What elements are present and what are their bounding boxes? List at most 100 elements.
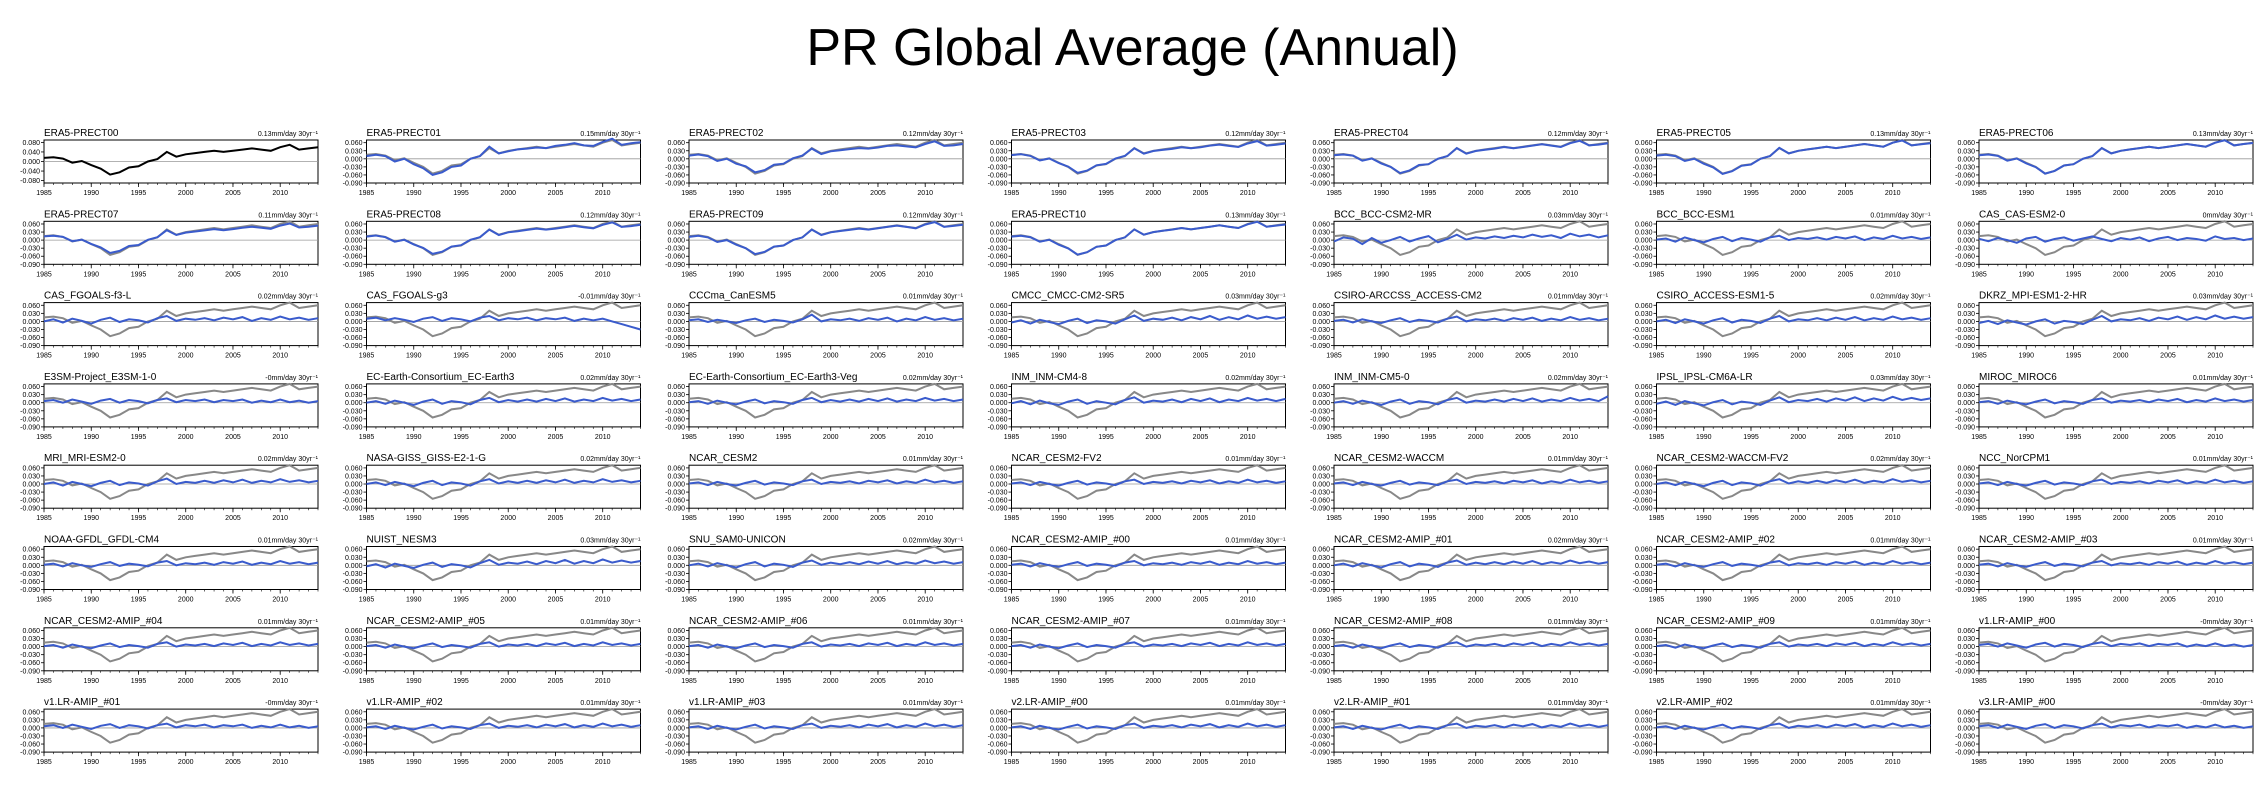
x-tick-label: 1990 xyxy=(1696,678,1712,685)
panel: NCAR_CESM2-AMIP_#04 0.01mm/day 30yr⁻¹ 0.06… xyxy=(20,616,319,685)
y-tick-label: -0.090 xyxy=(988,343,1008,350)
y-tick-label: 0.060 xyxy=(667,221,685,228)
x-tick-label: 1985 xyxy=(1971,759,1987,766)
y-tick-label: -0.030 xyxy=(343,733,363,740)
panel-title: ERA5-PRECT08 xyxy=(367,209,442,220)
panel-title: NCAR_CESM2-AMIP_#08 xyxy=(1334,616,1453,627)
y-tick-label: -0.030 xyxy=(1633,246,1653,253)
y-tick-label: -0.030 xyxy=(988,733,1008,740)
panel-frame xyxy=(1656,139,1931,184)
x-tick-label: 1995 xyxy=(1743,678,1759,685)
x-tick-label: 1990 xyxy=(1051,434,1067,441)
x-tick-label: 2005 xyxy=(548,597,564,604)
y-tick-label: 0.060 xyxy=(990,221,1008,228)
y-tick-label: 0.060 xyxy=(345,628,363,635)
reference-line xyxy=(1011,545,1286,582)
panel: DKRZ_MPI-ESM1-2-HR 0.03mm/day 30yr⁻¹ 0.060… xyxy=(1955,291,2254,360)
x-tick-label: 1990 xyxy=(1051,515,1067,522)
x-tick-label: 1995 xyxy=(1421,190,1437,197)
panel-trend: 0.03mm/day 30yr⁻¹ xyxy=(1548,212,1609,219)
x-tick-label: 1985 xyxy=(1004,353,1020,360)
panel-title: NCC_NorCPM1 xyxy=(1979,453,2051,464)
model-line xyxy=(1978,478,2254,487)
y-tick-label: 0.060 xyxy=(1312,709,1330,716)
panel-title: ERA5-PRECT05 xyxy=(1657,128,1732,139)
panel-frame xyxy=(1011,383,1286,428)
panel: ERA5-PRECT09 0.12mm/day 30yr⁻¹ 0.060 0.0300… xyxy=(665,209,964,278)
panel-title: MIROC_MIROC6 xyxy=(1979,372,2057,383)
x-tick-label: 2000 xyxy=(1145,515,1161,522)
panel-title: NCAR_CESM2-AMIP_#00 xyxy=(1012,535,1131,546)
y-tick-label: -0.060 xyxy=(1633,172,1653,179)
model-line xyxy=(1656,139,1931,175)
x-tick-label: 1995 xyxy=(2066,271,2082,278)
model-line xyxy=(1656,559,1931,568)
y-tick-label: -0.090 xyxy=(1955,181,1975,188)
y-tick-label: 0.030 xyxy=(345,555,363,562)
panel-trend: 0.03mm/day 30yr⁻¹ xyxy=(580,538,641,545)
panel-trend: 0.13mm/day 30yr⁻¹ xyxy=(1870,131,1931,138)
x-tick-label: 1985 xyxy=(1649,678,1665,685)
x-tick-label: 1995 xyxy=(2066,190,2082,197)
panel-title: NCAR_CESM2 xyxy=(689,453,758,464)
y-tick-label: -0.030 xyxy=(1955,408,1975,415)
x-tick-label: 1985 xyxy=(1649,434,1665,441)
panel-trend: 0.12mm/day 30yr⁻¹ xyxy=(1225,131,1286,138)
panel: CCCma_CanESM5 0.01mm/day 30yr⁻¹ 0.0600.030… xyxy=(665,291,964,360)
model-line xyxy=(43,222,319,255)
x-tick-label: 1995 xyxy=(1421,759,1437,766)
x-tick-label: 1985 xyxy=(1971,515,1987,522)
y-tick-label: -0.090 xyxy=(343,343,363,350)
model-line xyxy=(1978,235,2254,244)
y-tick-label: -0.030 xyxy=(665,490,685,497)
panel: ERA5-PRECT04 0.12mm/day 30yr⁻¹ 0.0600.0300… xyxy=(1310,128,1609,197)
x-tick-label: 2005 xyxy=(2160,597,2176,604)
y-tick-label: 0.000 xyxy=(990,482,1008,489)
panel-frame xyxy=(1656,464,1931,509)
y-tick-label: -0.030 xyxy=(1633,408,1653,415)
x-tick-label: 2000 xyxy=(1468,190,1484,197)
panel-frame xyxy=(366,383,641,428)
y-tick-label: -0.090 xyxy=(988,506,1008,513)
panel-trend: 0.01mm/day 30yr⁻¹ xyxy=(1548,456,1609,463)
y-tick-label: -0.030 xyxy=(1955,327,1975,334)
x-tick-label: 2010 xyxy=(272,678,288,685)
x-tick-label: 1990 xyxy=(83,759,99,766)
y-tick-label: 0.000 xyxy=(990,563,1008,570)
model-line xyxy=(1333,478,1609,487)
y-tick-label: 0.060 xyxy=(22,465,40,472)
y-tick-label: -0.030 xyxy=(343,327,363,334)
x-tick-label: 2010 xyxy=(1240,353,1256,360)
panel: NCAR_CESM2-AMIP_#00 0.01mm/day 30yr⁻¹ 0.06… xyxy=(988,535,1287,604)
reference-line xyxy=(1333,545,1609,582)
panel-trend: 0.02mm/day 30yr⁻¹ xyxy=(1548,538,1609,545)
y-tick-label: -0.030 xyxy=(988,408,1008,415)
y-tick-label: -0.090 xyxy=(1633,424,1653,431)
x-tick-label: 1995 xyxy=(131,190,147,197)
y-tick-label: 0.030 xyxy=(667,555,685,562)
y-tick-label: 0.060 xyxy=(667,709,685,716)
x-tick-label: 2010 xyxy=(1562,515,1578,522)
x-tick-label: 1990 xyxy=(1373,190,1389,197)
y-tick-label: -0.090 xyxy=(20,750,40,757)
x-tick-label: 1985 xyxy=(1004,759,1020,766)
x-tick-label: 2010 xyxy=(2207,597,2223,604)
panel-trend: 0.12mm/day 30yr⁻¹ xyxy=(903,212,964,219)
y-tick-label: 0.030 xyxy=(345,311,363,318)
x-tick-label: 1990 xyxy=(728,759,744,766)
x-tick-label: 2000 xyxy=(500,190,516,197)
x-tick-label: 1990 xyxy=(406,759,422,766)
panel-trend: -0mm/day 30yr⁻¹ xyxy=(265,375,318,382)
x-tick-label: 1985 xyxy=(1326,759,1342,766)
y-tick-label: -0.090 xyxy=(343,750,363,757)
x-tick-label: 1990 xyxy=(728,597,744,604)
reference-line xyxy=(1333,464,1609,500)
y-tick-label: 0.030 xyxy=(1635,148,1653,155)
y-tick-label: 0.060 xyxy=(22,384,40,391)
model-line xyxy=(1656,234,1931,244)
panel-title: v1.LR-AMIP_#00 xyxy=(1979,616,2056,627)
y-tick-label: -0.090 xyxy=(1633,668,1653,675)
panel: E3SM-Project_E3SM-1-0 -0mm/day 30yr⁻¹ 0.06… xyxy=(20,372,319,441)
